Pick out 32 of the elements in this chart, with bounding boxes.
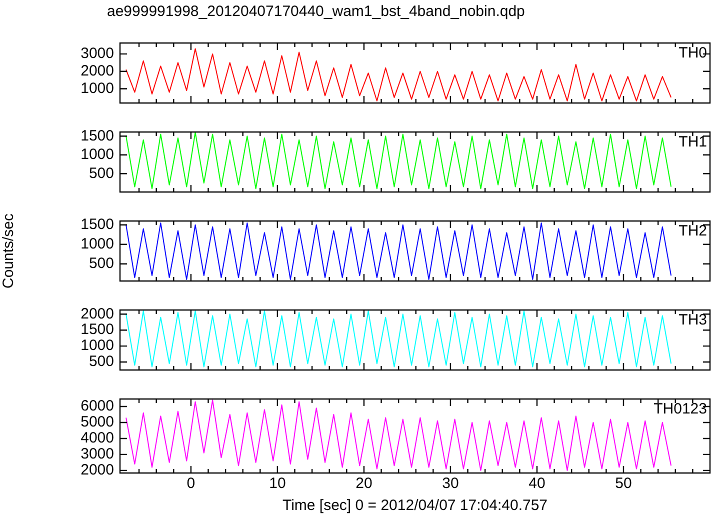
series-label: TH0123 [654,400,707,418]
series-label: TH2 [678,222,707,240]
y-tick-label: 1000 [80,236,114,253]
y-tick-label: 1000 [80,146,114,164]
y-tick-label: 2000 [80,62,114,80]
y-tick-label: 2000 [80,462,114,479]
x-tick-label: 10 [269,475,286,492]
x-axis-title: Time [sec] 0 = 2012/04/07 17:04:40.757 [282,497,548,514]
x-tick-label: 50 [615,475,632,492]
x-tick-label: 20 [356,475,372,492]
x-tick-label: 30 [442,475,459,492]
y-tick-label: 1500 [80,127,114,144]
series-label: TH1 [678,134,707,151]
y-tick-label: 1500 [80,321,114,338]
y-axis-title: Counts/sec [0,212,18,289]
y-tick-label: 500 [88,164,114,182]
series-label: TH0 [678,44,707,62]
y-tick-label: 3000 [80,45,114,62]
y-tick-label: 6000 [80,398,114,415]
y-tick-label: 500 [88,353,114,370]
x-tick-label: 0 [186,475,196,492]
y-tick-label: 1000 [80,337,114,354]
y-tick-label: 5000 [80,414,114,431]
y-tick-label: 1000 [80,80,114,97]
series-label: TH3 [678,312,707,329]
chart-title: ae999991998_20120407170440_wam1_bst_4band_nobin.qdp [107,3,525,20]
y-tick-label: 1500 [80,216,114,234]
y-tick-label: 3000 [80,446,114,463]
y-tick-label: 4000 [80,430,114,447]
y-tick-label: 2000 [80,305,114,322]
x-tick-label: 40 [528,475,546,492]
y-tick-label: 500 [88,255,114,272]
